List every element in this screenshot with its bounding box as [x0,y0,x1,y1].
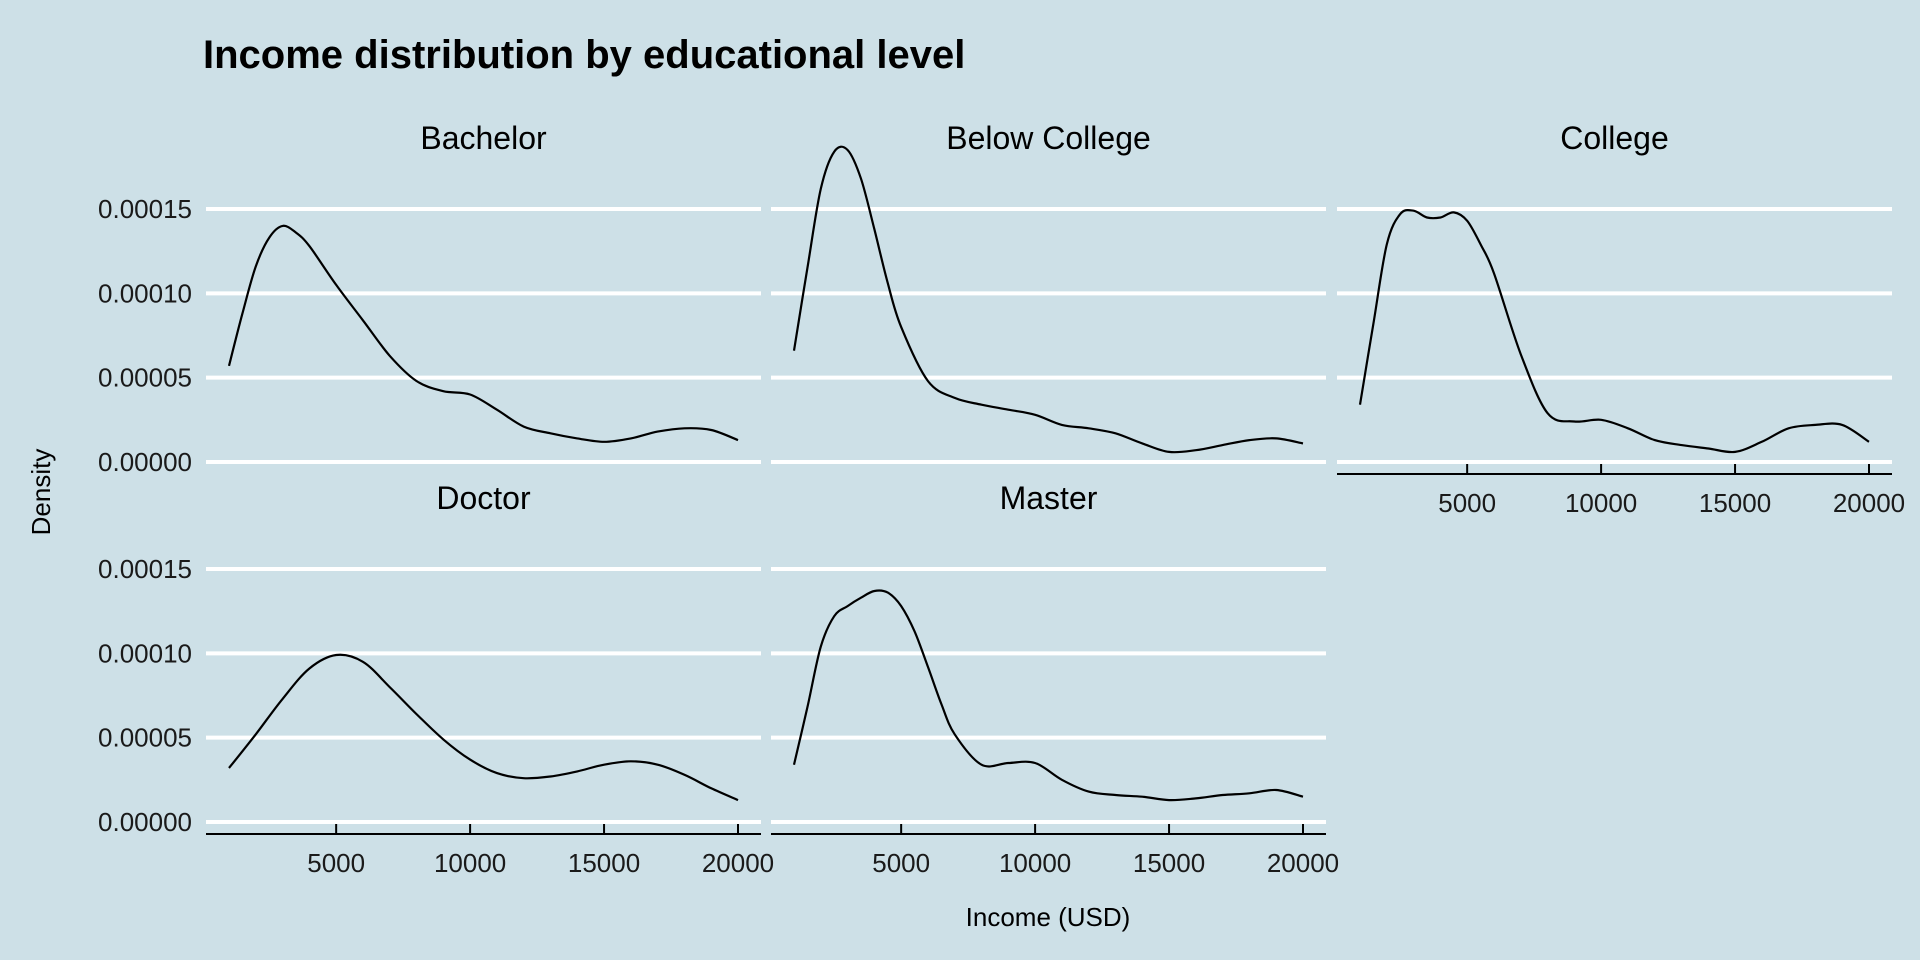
x-tick-label: 20000 [1267,848,1339,878]
density-curve-bachelor [227,224,739,443]
y-tick-label: 0.00000 [98,807,192,837]
strip-label-doctor: Doctor [436,480,531,516]
chart-title: Income distribution by educational level [203,33,965,77]
panel-doctor: Doctor 0.00000 0.00005 0.00010 0.00015 5000 10… [98,480,774,878]
x-tick-label: 5000 [307,848,365,878]
y-tick-label: 0.00000 [98,447,192,477]
density-curve-below-college [792,145,1304,454]
density-curve-doctor [228,653,739,802]
strip-label-bachelor: Bachelor [420,120,547,156]
x-tick-label: 15000 [1699,488,1771,518]
strip-label-master: Master [1000,480,1098,516]
y-tick-label: 0.00005 [98,363,192,393]
y-tick-label: 0.00015 [98,194,192,224]
x-tick-label: 5000 [872,848,930,878]
strip-label-below-college: Below College [946,120,1151,156]
x-tick-label: 10000 [999,848,1071,878]
density-curve-master [792,589,1304,802]
y-tick-label: 0.00005 [98,723,192,753]
y-axis-title: Density [26,449,56,536]
strip-label-college: College [1560,120,1669,156]
panel-college: College 5000 10000 15000 20000 [1337,120,1905,518]
y-tick-label: 0.00015 [98,554,192,584]
y-tick-label: 0.00010 [98,278,192,308]
panel-below-college: Below College [771,120,1326,464]
panel-master: Master 5000 10000 15000 20000 [771,480,1339,878]
x-tick-label: 20000 [1833,488,1905,518]
density-curve-college [1358,208,1870,454]
panel-bachelor: Bachelor 0.00000 0.00005 0.00010 0.00015 [98,120,761,477]
x-tick-label: 15000 [1133,848,1205,878]
x-tick-label: 20000 [702,848,774,878]
x-tick-label: 10000 [1565,488,1637,518]
x-tick-label: 15000 [568,848,640,878]
panels-layer: Bachelor 0.00000 0.00005 0.00010 0.00015 Belo… [98,120,1905,878]
x-tick-label: 10000 [434,848,506,878]
y-tick-label: 0.00010 [98,638,192,668]
x-axis-title: Income (USD) [966,902,1131,932]
x-tick-label: 5000 [1438,488,1496,518]
